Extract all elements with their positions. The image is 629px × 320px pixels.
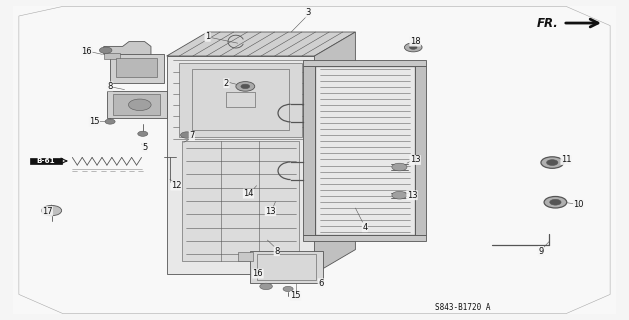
Bar [182,141,299,261]
Circle shape [404,43,422,52]
Text: FR.: FR. [537,17,559,29]
Bar [116,58,157,77]
Text: 18: 18 [410,37,420,46]
Circle shape [236,82,255,91]
Text: 12: 12 [171,181,181,190]
Text: 4: 4 [362,223,367,232]
Polygon shape [314,32,355,274]
Bar [192,69,289,130]
Text: 7: 7 [189,132,194,140]
Circle shape [99,47,112,53]
Text: 8: 8 [108,82,113,91]
Text: 13: 13 [265,207,276,216]
Circle shape [409,45,417,49]
Circle shape [283,286,293,292]
Text: B-61: B-61 [36,158,55,164]
Text: 17: 17 [42,207,52,216]
Bar [179,62,302,137]
Bar [250,251,323,283]
Bar [226,92,255,107]
Text: 16: 16 [253,269,263,278]
Bar [238,252,253,261]
Bar [257,254,316,280]
Text: 15: 15 [291,292,301,300]
Bar [107,91,167,118]
Bar [110,54,164,83]
Circle shape [105,119,115,124]
Polygon shape [104,42,151,61]
Circle shape [42,205,62,216]
Circle shape [544,196,567,208]
Bar [314,66,415,235]
Circle shape [392,163,407,171]
Bar [303,235,426,241]
Text: 14: 14 [243,189,253,198]
Circle shape [260,283,272,290]
Text: 5: 5 [142,143,147,152]
Text: 8: 8 [274,247,279,256]
Bar [167,56,314,274]
Text: 13: 13 [407,191,417,200]
Text: 15: 15 [89,117,99,126]
Text: S843-B1720 A: S843-B1720 A [435,303,490,312]
Text: 16: 16 [82,47,92,56]
Circle shape [547,160,558,165]
Polygon shape [167,32,355,56]
Text: 11: 11 [561,156,571,164]
Circle shape [241,84,250,89]
Text: 3: 3 [306,8,311,17]
Bar [30,158,62,164]
Circle shape [392,191,407,199]
Text: 13: 13 [410,156,420,164]
Text: 6: 6 [318,279,323,288]
Bar [303,60,426,66]
Text: 9: 9 [538,247,543,256]
Circle shape [550,199,561,205]
Circle shape [138,131,148,136]
Bar [415,66,426,235]
Circle shape [128,99,151,110]
Text: 2: 2 [224,79,229,88]
Text: 10: 10 [574,200,584,209]
Bar [104,53,120,59]
Circle shape [181,132,193,138]
Circle shape [541,157,564,168]
Bar [113,94,160,115]
Text: 1: 1 [205,32,210,41]
Bar [303,66,314,235]
